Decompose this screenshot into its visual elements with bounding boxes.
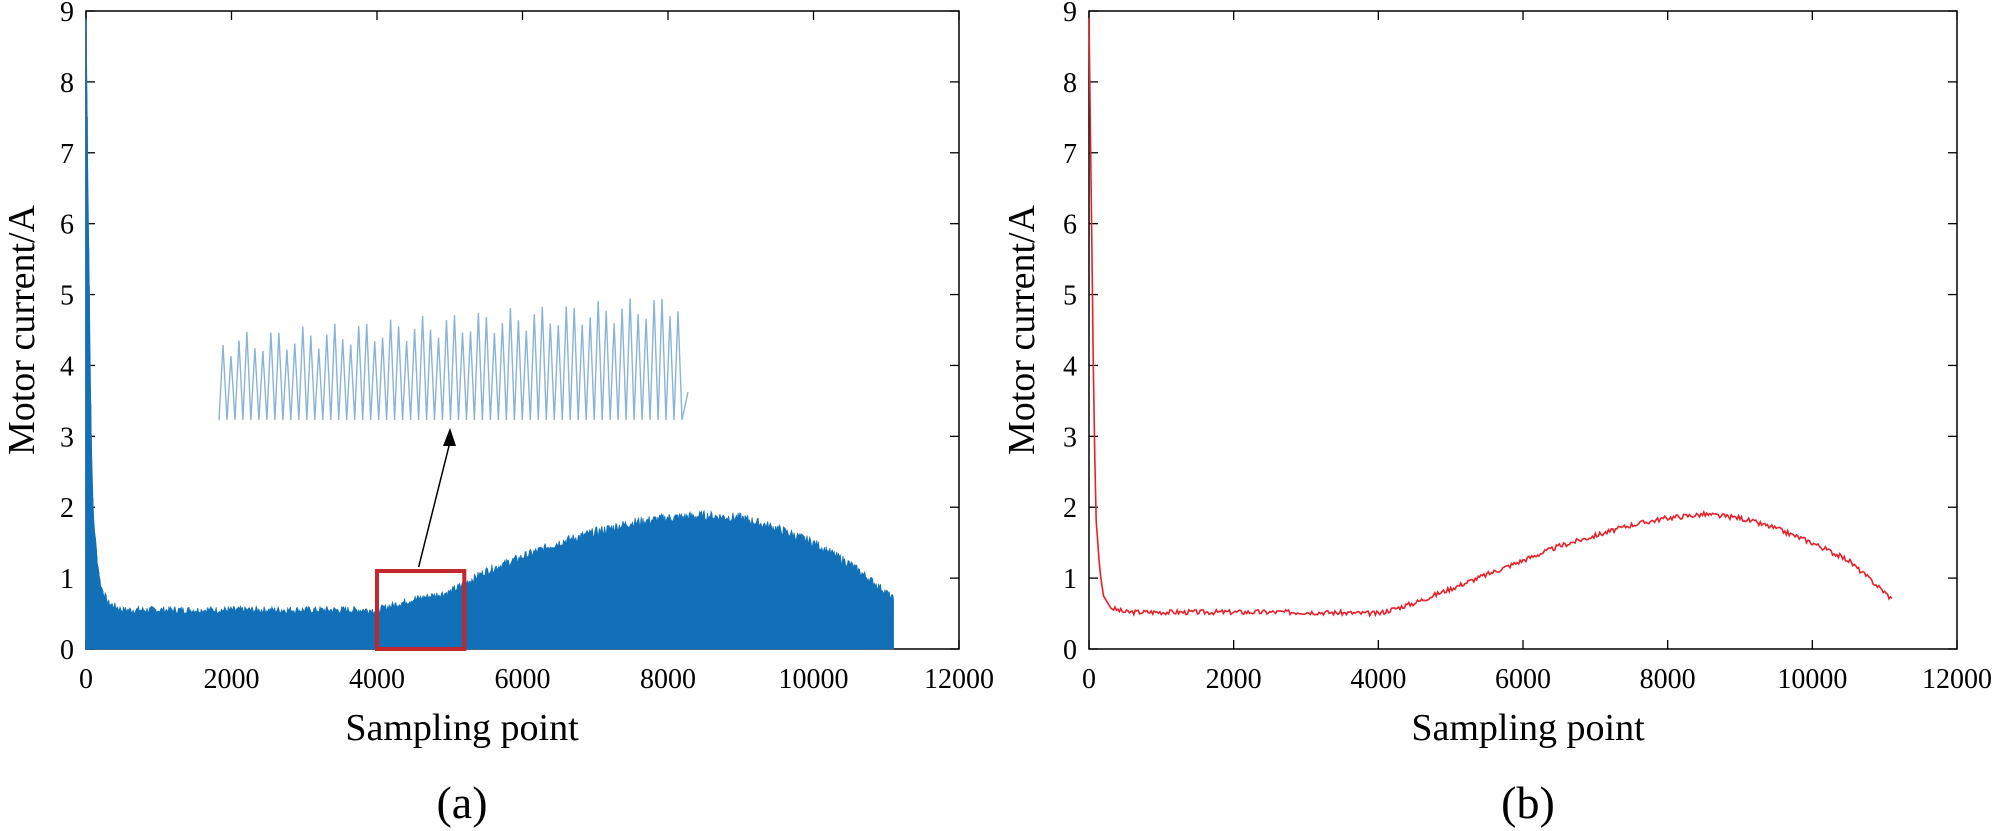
- y-tick-label: 6: [1063, 210, 1077, 241]
- y-tick-label: 0: [1063, 635, 1077, 666]
- x-tick-label: 8000: [1640, 664, 1696, 695]
- zoom-arrow-head: [443, 428, 456, 446]
- plot-frame-b: [1088, 10, 1958, 650]
- x-tick-label: 12000: [1922, 664, 1992, 695]
- y-tick-label: 7: [1063, 139, 1077, 170]
- inset-waveform: [218, 298, 689, 421]
- y-tick-label: 6: [60, 210, 74, 241]
- x-tick-label: 10000: [779, 664, 849, 695]
- series-group-b: [1088, 18, 1893, 618]
- y-axis-label-b: Motor current/A: [1001, 204, 1043, 455]
- x-axis-label-a: Sampling point: [345, 707, 579, 749]
- y-tick-label: 3: [60, 422, 74, 453]
- x-tick-label: 6000: [495, 664, 551, 695]
- series-startup-spikes: [85, 92, 109, 650]
- x-tick-label: 10000: [1777, 664, 1847, 695]
- annotation-group-a: [218, 298, 689, 651]
- y-tick-label: 0: [60, 635, 74, 666]
- y-tick-label: 2: [1063, 493, 1077, 524]
- series-line-filtered-current: [1088, 18, 1893, 618]
- y-tick-label: 4: [1063, 351, 1077, 382]
- series-group-a: [85, 18, 894, 650]
- y-tick-label: 1: [1063, 564, 1077, 595]
- zoom-arrow-line: [417, 441, 451, 568]
- x-tick-label: 12000: [924, 664, 994, 695]
- x-tick-label: 0: [79, 664, 93, 695]
- caption-a: (a): [436, 777, 487, 828]
- x-tick-label: 0: [1082, 664, 1096, 695]
- x-tick-label: 4000: [349, 664, 405, 695]
- x-tick-label: 4000: [1350, 664, 1406, 695]
- tick-group-a: 0 2000 4000 6000 8000 10000 12000 0 1 2 3 4 5 6 7 8 9: [60, 0, 994, 695]
- y-tick-label: 9: [60, 0, 74, 28]
- y-tick-label: 1: [60, 564, 74, 595]
- panel-a: 0 2000 4000 6000 8000 10000 12000 0 1 2 3 4 5 6 7 8 9 Sa…: [1, 0, 994, 828]
- caption-b: (b): [1501, 777, 1555, 828]
- zoom-box: [375, 569, 467, 651]
- y-tick-label: 7: [60, 139, 74, 170]
- x-tick-label: 8000: [640, 664, 696, 695]
- y-tick-label: 3: [1063, 422, 1077, 453]
- y-tick-label: 2: [60, 493, 74, 524]
- y-tick-label: 8: [60, 68, 74, 99]
- y-axis-label-a: Motor current/A: [1, 204, 43, 455]
- x-tick-label: 6000: [1495, 664, 1551, 695]
- y-tick-label: 4: [60, 351, 74, 382]
- y-tick-label: 8: [1063, 68, 1077, 99]
- x-tick-label: 2000: [1206, 664, 1262, 695]
- y-tick-label: 5: [1063, 281, 1077, 312]
- x-axis-label-b: Sampling point: [1411, 707, 1645, 749]
- y-tick-label: 9: [1063, 0, 1077, 28]
- panel-b: 0 2000 4000 6000 8000 10000 12000 0 1 2 3 4 5 6 7 8 9 Sa…: [1001, 0, 1992, 828]
- x-tick-label: 2000: [204, 664, 260, 695]
- y-tick-label: 5: [60, 281, 74, 312]
- series-area-raw-current: [85, 18, 894, 650]
- tick-group-b: 0 2000 4000 6000 8000 10000 12000 0 1 2 3 4 5 6 7 8 9: [1063, 0, 1992, 695]
